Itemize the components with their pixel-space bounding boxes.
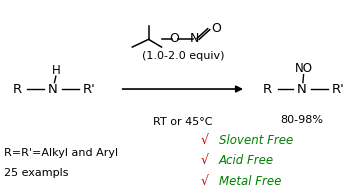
Text: Acid Free: Acid Free: [219, 154, 274, 167]
Text: (1.0-2.0 equiv): (1.0-2.0 equiv): [142, 51, 224, 61]
Text: N: N: [297, 83, 307, 95]
Text: R': R': [332, 83, 344, 95]
Text: √: √: [201, 134, 209, 147]
Text: R=R'=Alkyl and Aryl: R=R'=Alkyl and Aryl: [4, 147, 118, 157]
Text: Metal Free: Metal Free: [219, 174, 281, 187]
Text: R: R: [12, 83, 21, 95]
Text: Slovent Free: Slovent Free: [219, 134, 293, 147]
Text: N: N: [48, 83, 58, 95]
Text: R: R: [263, 83, 272, 95]
Text: N: N: [190, 32, 199, 45]
Text: √: √: [201, 154, 209, 167]
Text: 80-98%: 80-98%: [280, 115, 323, 125]
Text: O: O: [211, 22, 221, 35]
Text: H: H: [51, 64, 60, 77]
Text: RT or 45°C: RT or 45°C: [153, 117, 212, 127]
Text: NO: NO: [295, 62, 313, 75]
Text: O: O: [169, 32, 178, 45]
Text: √: √: [201, 174, 209, 187]
Text: 25 exampls: 25 exampls: [4, 168, 69, 178]
Text: R': R': [83, 83, 96, 95]
